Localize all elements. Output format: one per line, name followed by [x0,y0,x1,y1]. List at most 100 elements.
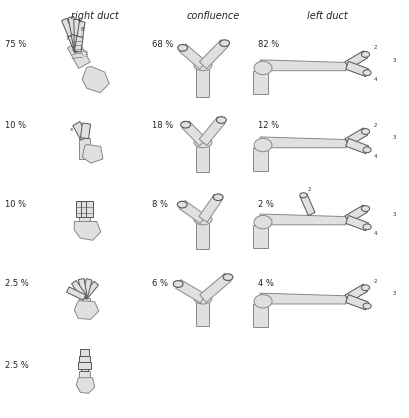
Polygon shape [82,145,103,163]
Ellipse shape [193,137,211,148]
Polygon shape [76,378,94,393]
Polygon shape [72,122,88,140]
Polygon shape [74,19,80,36]
Polygon shape [182,121,206,146]
Polygon shape [299,194,314,216]
Polygon shape [82,281,98,299]
Ellipse shape [173,280,183,287]
Ellipse shape [362,224,370,230]
Polygon shape [196,298,209,326]
Polygon shape [61,18,74,37]
Text: x: x [70,127,73,132]
Polygon shape [76,201,83,217]
Text: 3: 3 [392,135,396,140]
Text: 10 %: 10 % [5,200,26,209]
Text: 8 %: 8 % [151,200,167,209]
Ellipse shape [180,121,190,128]
Polygon shape [74,301,99,319]
Ellipse shape [213,194,222,201]
Polygon shape [74,222,101,240]
Text: 2: 2 [373,46,376,51]
Polygon shape [68,34,81,53]
Ellipse shape [362,303,370,309]
Text: 4 %: 4 % [258,280,273,288]
Polygon shape [199,40,227,69]
Text: 3: 3 [392,291,396,296]
Ellipse shape [361,206,369,212]
Polygon shape [81,279,92,298]
Polygon shape [344,51,366,69]
Ellipse shape [216,117,226,123]
Text: 4: 4 [373,77,376,82]
Polygon shape [260,214,348,225]
Ellipse shape [361,285,369,291]
Text: 18 %: 18 % [151,121,173,130]
Polygon shape [260,293,348,304]
Ellipse shape [254,61,271,75]
Polygon shape [67,41,90,69]
Polygon shape [79,356,89,362]
Ellipse shape [177,201,187,208]
Polygon shape [345,61,368,76]
Text: 7: 7 [65,36,69,41]
Polygon shape [345,138,368,154]
Text: 68 %: 68 % [151,40,173,49]
Ellipse shape [299,193,306,198]
Polygon shape [252,225,267,248]
Polygon shape [252,304,267,327]
Polygon shape [345,216,368,231]
Polygon shape [71,34,81,52]
Polygon shape [77,21,85,37]
Text: 10 %: 10 % [5,121,26,130]
Polygon shape [196,65,209,97]
Ellipse shape [254,138,271,152]
Text: confluence: confluence [186,11,239,21]
Polygon shape [345,295,368,310]
Text: 75 %: 75 % [5,40,26,49]
Ellipse shape [193,293,211,304]
Text: 3: 3 [392,58,396,63]
Polygon shape [81,201,88,217]
Text: 2: 2 [373,279,376,284]
Text: 2: 2 [307,187,310,192]
Polygon shape [80,123,90,139]
Polygon shape [74,36,81,52]
Text: 4: 4 [373,231,376,236]
Text: 2 %: 2 % [258,200,273,209]
Text: 82 %: 82 % [258,40,279,49]
Polygon shape [80,349,88,356]
Polygon shape [74,36,83,52]
Polygon shape [198,194,222,222]
Text: 2.5 %: 2.5 % [5,280,29,288]
Polygon shape [82,66,109,93]
Polygon shape [260,60,348,71]
Ellipse shape [222,274,232,280]
Polygon shape [179,44,206,69]
Polygon shape [72,280,87,299]
Polygon shape [196,219,209,249]
Polygon shape [79,298,90,313]
Ellipse shape [362,70,370,76]
Ellipse shape [193,60,211,71]
Polygon shape [78,278,87,298]
Polygon shape [260,137,348,148]
Polygon shape [199,273,231,302]
Polygon shape [179,201,205,224]
Ellipse shape [361,129,369,135]
Text: 4: 4 [373,154,376,159]
Ellipse shape [254,295,271,308]
Polygon shape [196,143,209,172]
Ellipse shape [361,51,369,57]
Text: 8: 8 [81,27,84,32]
Polygon shape [79,138,90,159]
Polygon shape [199,117,225,145]
Ellipse shape [219,40,229,46]
Ellipse shape [177,45,187,51]
Text: 3: 3 [392,212,396,217]
Text: 2.5 %: 2.5 % [5,361,29,370]
Polygon shape [68,17,77,35]
Polygon shape [252,71,267,94]
Text: 5: 5 [83,51,86,56]
Polygon shape [81,353,88,372]
Text: left duct: left duct [306,11,347,21]
